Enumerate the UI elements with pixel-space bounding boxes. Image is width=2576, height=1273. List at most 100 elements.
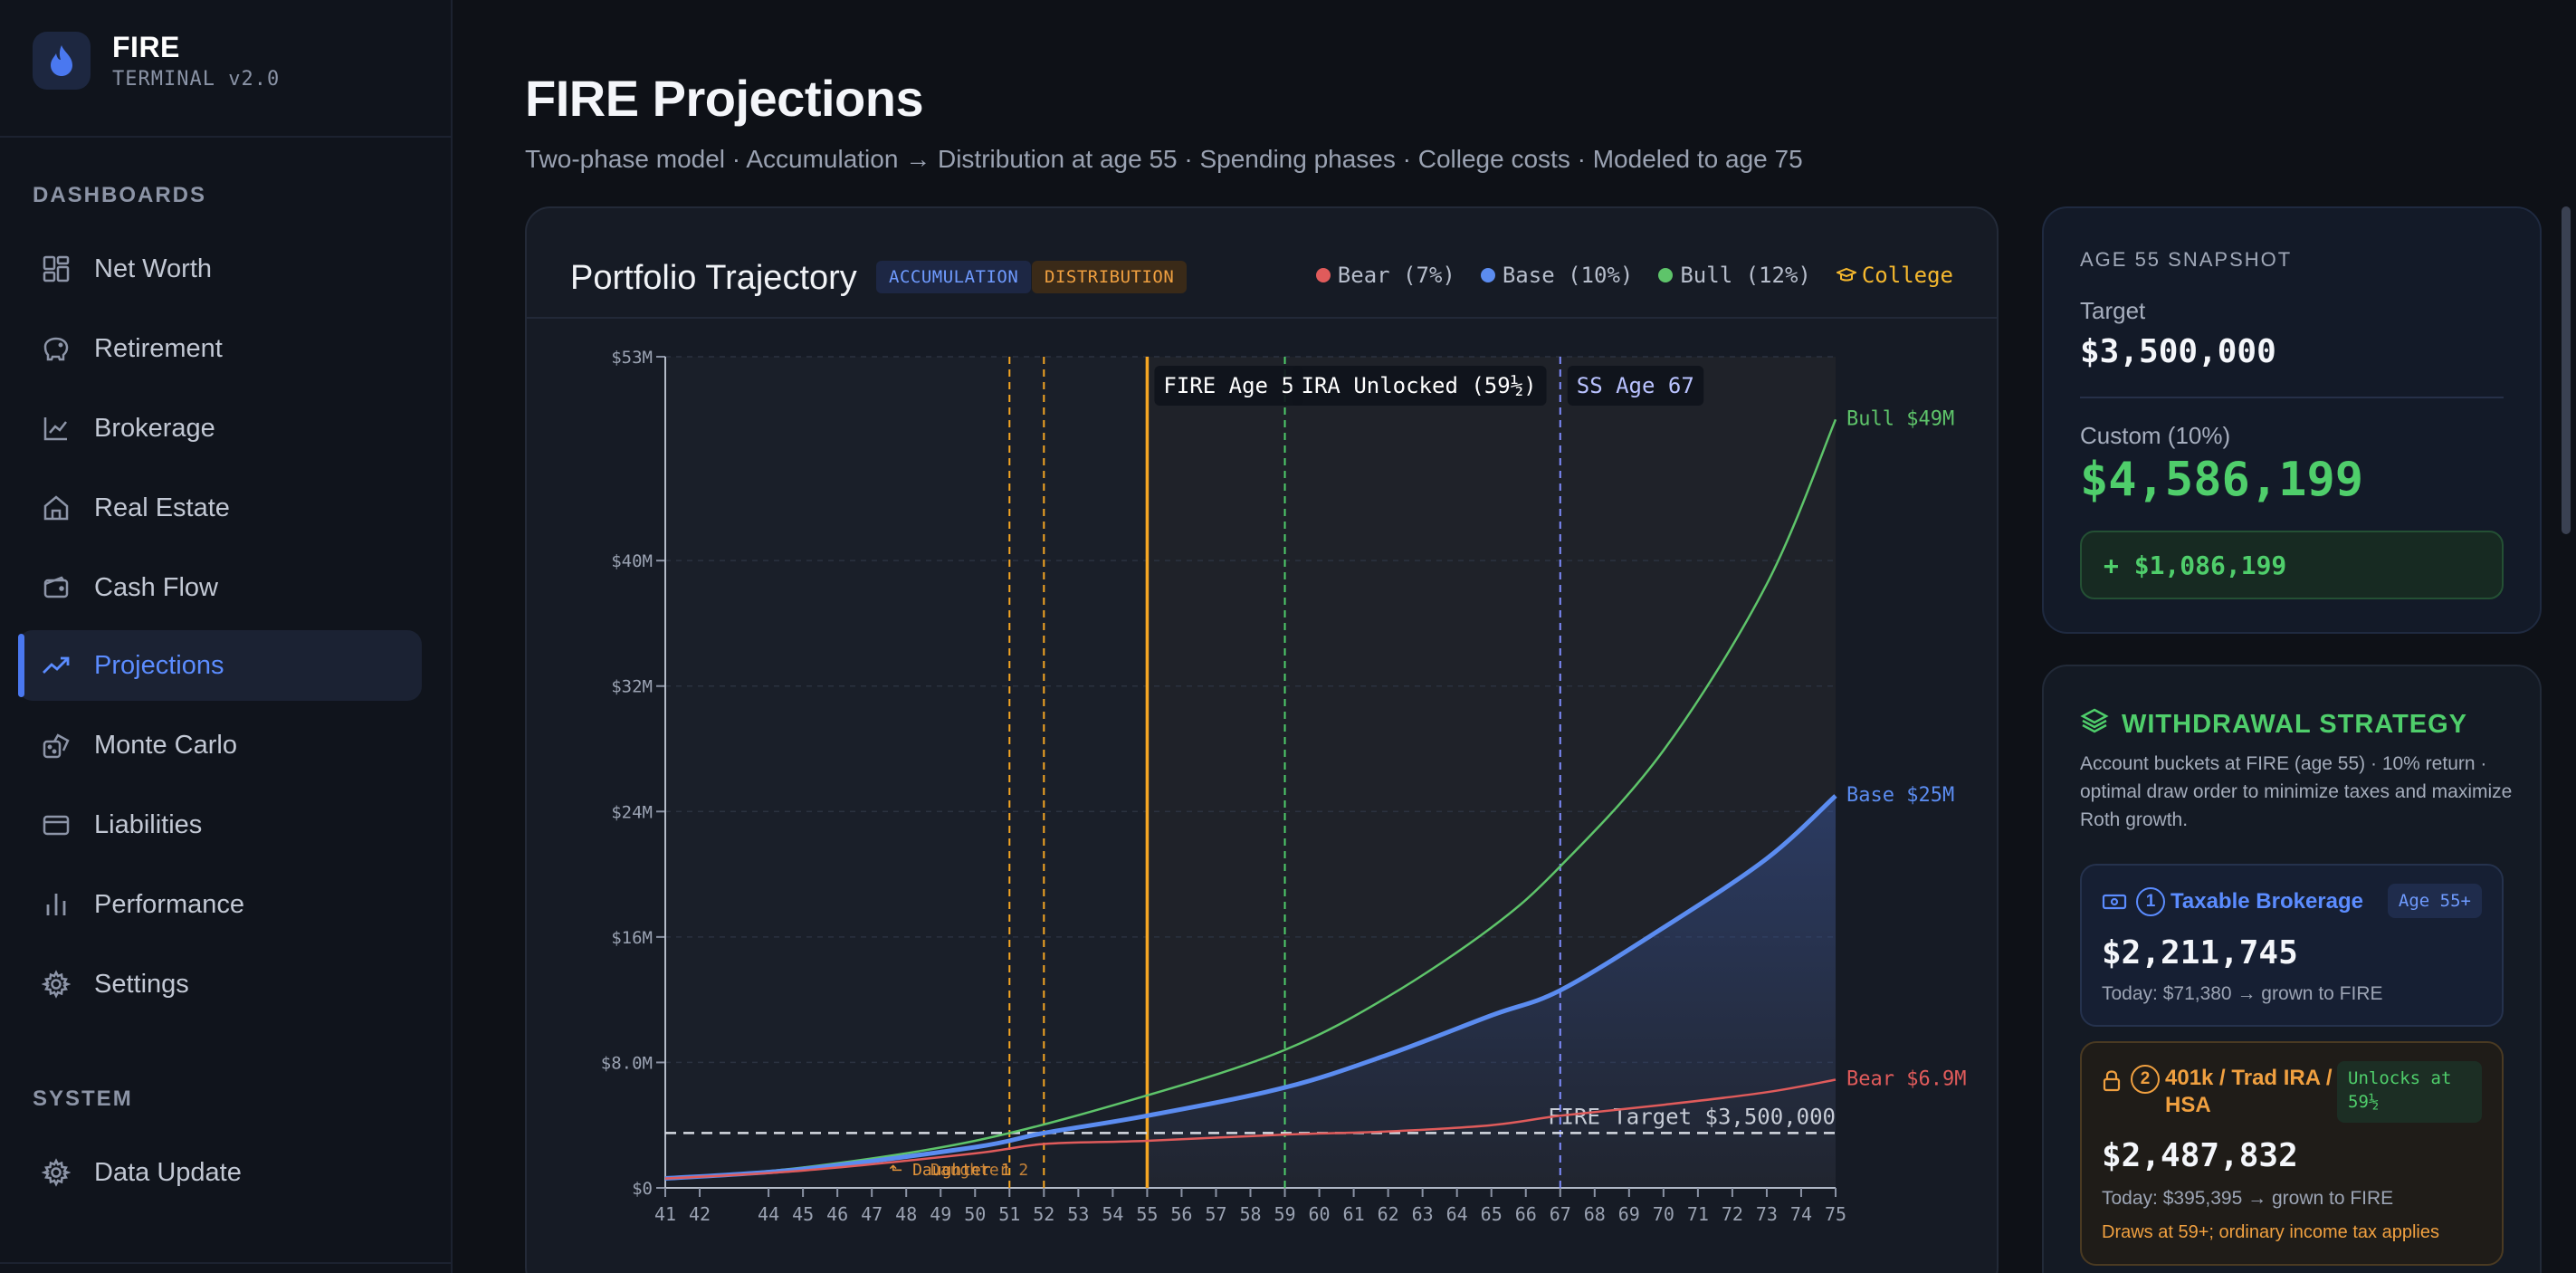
snapshot-custom-value: $4,586,199: [2080, 453, 2364, 507]
main-content: FIRE Projections Two-phase model · Accum…: [453, 0, 2576, 1273]
sidebar-divider: [0, 136, 451, 138]
piggy-bank-icon: [40, 332, 72, 365]
flame-icon: [33, 32, 91, 90]
legend-label: Bear (7%): [1337, 263, 1455, 288]
x-tick-label: 61: [1343, 1203, 1365, 1225]
marker-label-box: [1154, 366, 1304, 406]
home-icon: [40, 492, 72, 524]
sidebar-item-performance[interactable]: Performance: [18, 869, 422, 940]
withdrawal-title-text: WITHDRAWAL STRATEGY: [2122, 709, 2468, 739]
bucket-name: Taxable Brokerage: [2171, 889, 2363, 914]
y-tick-label: $40M: [611, 551, 653, 571]
x-tick-label: 48: [895, 1203, 917, 1225]
legend-bull[interactable]: Bull (12%): [1658, 263, 1811, 288]
x-tick-label: 53: [1067, 1203, 1089, 1225]
legend-base[interactable]: Base (10%): [1480, 263, 1633, 288]
sidebar-item-real-estate[interactable]: Real Estate: [18, 473, 422, 543]
bar-chart-icon: [40, 888, 72, 921]
snapshot-custom-label: Custom (10%): [2080, 422, 2231, 449]
fire-target-label: FIRE Target $3,500,000: [1548, 1104, 1836, 1129]
sidebar-item-label: Cash Flow: [94, 572, 218, 602]
banknote-icon: [2102, 893, 2127, 911]
page-title: FIRE Projections: [525, 70, 924, 127]
accumulation-badge: ACCUMULATION: [876, 261, 1032, 293]
x-tick-label: 58: [1239, 1203, 1261, 1225]
series-line-bear: [664, 1078, 1837, 1180]
sidebar-item-brokerage[interactable]: Brokerage: [18, 393, 422, 464]
series-end-label-base: Base $25M: [1846, 784, 1954, 807]
sidebar-item-label: Net Worth: [94, 254, 213, 283]
snapshot-divider: [2080, 397, 2504, 398]
bucket-amount: $2,211,745: [2102, 934, 2298, 972]
bucket-note: Today: $71,380 → grown to FIRE: [2102, 983, 2383, 1004]
portfolio-chart-card: Portfolio Trajectory ACCUMULATION DISTRI…: [525, 206, 1999, 1273]
x-tick-label: 75: [1825, 1203, 1846, 1225]
bucket-number: 1: [2136, 887, 2165, 916]
x-tick-label: 44: [758, 1203, 779, 1225]
x-tick-label: 63: [1412, 1203, 1434, 1225]
x-tick-label: 56: [1170, 1203, 1192, 1225]
sidebar-divider: [0, 1262, 451, 1264]
withdrawal-description: Account buckets at FIRE (age 55) · 10% r…: [2080, 753, 2513, 830]
x-tick-label: 73: [1756, 1203, 1778, 1225]
brand[interactable]: FIRE TERMINAL v2.0: [33, 29, 280, 92]
dice-icon: [40, 729, 72, 761]
x-tick-label: 57: [1205, 1203, 1226, 1225]
x-tick-label: 50: [964, 1203, 986, 1225]
x-tick-label: 51: [998, 1203, 1020, 1225]
x-tick-label: 68: [1584, 1203, 1606, 1225]
bucket-note: Today: $395,395 → grown to FIRE: [2102, 1188, 2394, 1209]
series-end-label-bear: Bear $6.9M: [1846, 1067, 1966, 1090]
gear-icon: [40, 968, 72, 1000]
series-line-bull: [664, 418, 1837, 1180]
y-tick-label: $24M: [611, 802, 653, 822]
base-area-fill: [1147, 796, 1836, 1188]
sidebar-item-data-update[interactable]: Data Update: [18, 1137, 422, 1208]
sidebar-item-net-worth[interactable]: Net Worth: [18, 234, 422, 304]
x-tick-label: 41: [654, 1203, 676, 1225]
section-label-dashboards: DASHBOARDS: [33, 183, 207, 207]
sidebar-item-retirement[interactable]: Retirement: [18, 313, 422, 384]
series-end-label-bull: Bull $49M: [1846, 407, 1954, 430]
legend-dot: [1658, 268, 1674, 282]
chart-title: Portfolio Trajectory: [570, 259, 857, 297]
marker-label-box: [1292, 366, 1547, 406]
x-tick-label: 52: [1033, 1203, 1054, 1225]
y-tick-label: $8.0M: [601, 1053, 653, 1073]
brand-subtitle: TERMINAL v2.0: [112, 68, 281, 91]
withdrawal-strategy-card: WITHDRAWAL STRATEGY Account buckets at F…: [2042, 665, 2542, 1273]
brand-title: FIRE: [112, 31, 180, 63]
bucket-header: 1 Taxable Brokerage: [2102, 887, 2363, 916]
sidebar-item-settings[interactable]: Settings: [18, 949, 422, 1019]
bucket-401k-ira-hsa[interactable]: 2 401k / Trad IRA / HSA Unlocks at 59½ $…: [2080, 1041, 2504, 1266]
x-tick-label: 45: [792, 1203, 814, 1225]
x-tick-label: 74: [1790, 1203, 1812, 1225]
y-tick-label: $32M: [611, 677, 653, 697]
bucket-taxable-brokerage[interactable]: 1 Taxable Brokerage Age 55+ $2,211,745 T…: [2080, 864, 2504, 1027]
legend-bear[interactable]: Bear (7%): [1315, 263, 1455, 288]
legend-label: College: [1861, 263, 1953, 288]
y-tick-label: $0: [632, 1179, 653, 1199]
sidebar: FIRE TERMINAL v2.0 DASHBOARDS Net Worth …: [0, 0, 453, 1273]
x-tick-label: 47: [861, 1203, 883, 1225]
line-chart-icon: [40, 412, 72, 445]
marker-label: SS Age 67: [1577, 373, 1694, 398]
x-tick-label: 69: [1618, 1203, 1640, 1225]
scrollbar[interactable]: [2562, 206, 2571, 534]
snapshot-target-value: $3,500,000: [2080, 333, 2276, 370]
x-tick-label: 71: [1687, 1203, 1709, 1225]
gear-icon: [40, 1156, 72, 1189]
x-tick-label: 49: [930, 1203, 951, 1225]
x-tick-label: 46: [826, 1203, 848, 1225]
sidebar-item-label: Brokerage: [94, 413, 215, 443]
sidebar-item-liabilities[interactable]: Liabilities: [18, 790, 422, 860]
sidebar-item-projections[interactable]: Projections: [18, 630, 422, 701]
legend-college[interactable]: College: [1836, 263, 1953, 288]
x-tick-label: 42: [689, 1203, 711, 1225]
sidebar-item-cash-flow[interactable]: Cash Flow: [18, 552, 422, 623]
sidebar-item-monte-carlo[interactable]: Monte Carlo: [18, 710, 422, 780]
x-tick-label: 67: [1550, 1203, 1571, 1225]
distribution-badge: DISTRIBUTION: [1032, 261, 1188, 293]
wallet-icon: [40, 571, 72, 604]
x-tick-label: 64: [1446, 1203, 1468, 1225]
